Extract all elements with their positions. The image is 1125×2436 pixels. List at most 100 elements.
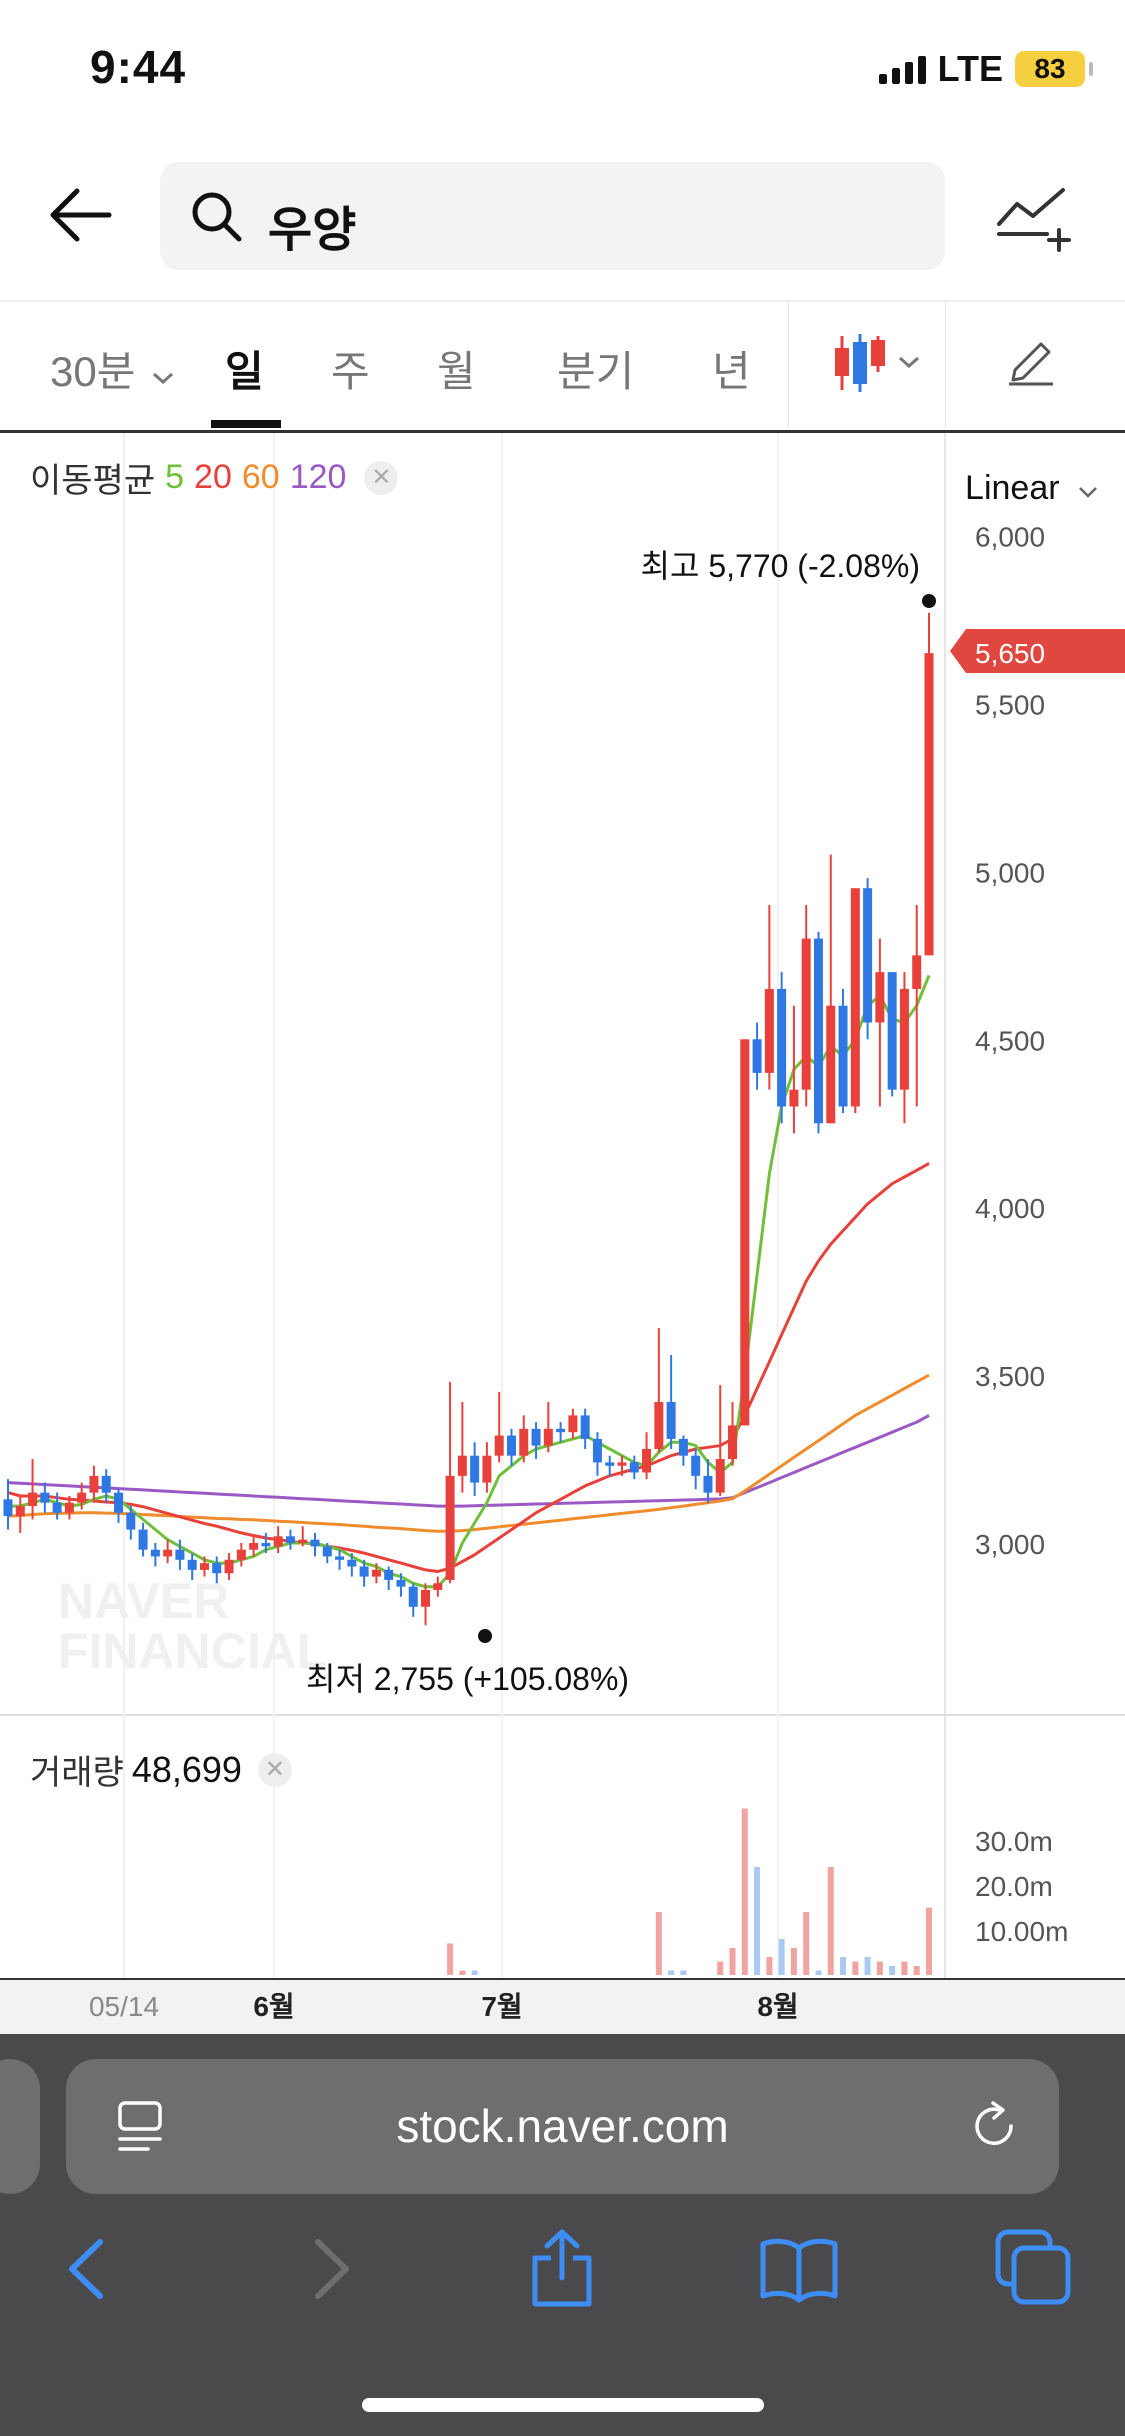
tabs-icon[interactable] [994,2228,1074,2308]
chart-compare-button[interactable] [995,184,1075,254]
ma-close-icon[interactable]: ✕ [364,460,399,495]
candle [813,931,823,1134]
pencil-icon [1009,342,1053,386]
candle [592,1432,602,1476]
candle [77,1482,87,1510]
candle-body [40,1492,50,1503]
draw-button[interactable] [1005,336,1057,398]
x-tick-label: 8월 [757,1991,798,2022]
candle [347,1553,357,1577]
candle [887,972,897,1097]
back-arrow-icon [50,188,112,242]
candle [924,612,934,956]
chart-canvas[interactable]: NAVER FINANCIAL 3,000 3,500 4,000 4,500 5,00… [0,433,1125,1978]
battery-level: 83 [1034,53,1066,84]
candle-body [863,888,873,1023]
candle [556,1422,566,1443]
status-time: 9:44 [90,41,187,93]
candle-body [691,1455,701,1476]
candle-body [703,1475,713,1493]
volume-bar [680,1970,687,1975]
candle-body [838,1005,848,1107]
candle-body [592,1438,602,1463]
back-nav-icon[interactable] [58,2234,118,2304]
candle-body [433,1583,443,1591]
moving-average-legend[interactable]: 이동평균 5 20 60 120 ✕ [30,453,399,502]
x-axis: 05/14 6월 7월 8월 [0,1978,1125,2034]
volume-close-icon[interactable]: ✕ [257,1752,292,1787]
search-query: 우양 [268,204,357,257]
share-icon[interactable] [527,2228,597,2308]
url-text: stock.naver.com [396,2100,729,2152]
search-input[interactable]: 우양 [160,162,945,270]
volume-tick-label: 20.0m [975,1871,1053,1902]
candle [285,1529,295,1550]
volume-value: 48,699 [131,1748,242,1790]
volume-bar [913,1966,920,1975]
reload-icon[interactable] [967,2099,1021,2153]
tab-30min[interactable]: 30분 [50,338,175,399]
volume-bar [926,1907,932,1975]
candle-body [3,1499,13,1517]
ma-label: 이동평균 [30,462,156,500]
candle-body [15,1506,25,1517]
candle-body [150,1549,160,1557]
candle-body [899,988,909,1090]
candle-body [642,1448,652,1473]
candle-body [678,1438,688,1456]
candle [629,1455,639,1480]
candle-body [666,1401,676,1439]
candle-body [801,938,811,1090]
current-price-badge [950,629,1125,673]
volume-bar [766,1957,773,1975]
candle [899,972,909,1124]
bookmarks-icon[interactable] [759,2234,839,2304]
volume-tick-label: 30.0m [975,1826,1053,1857]
candle-body [506,1435,516,1456]
address-bar[interactable]: stock.naver.com [66,2059,1059,2194]
candle [396,1573,406,1597]
y-tick-label: 6,000 [975,522,1045,553]
candle-body [752,1039,762,1073]
candle [384,1566,394,1591]
candle [678,1435,688,1466]
candle [801,904,811,1107]
tab-quarter[interactable]: 분기 [557,348,635,395]
back-button[interactable] [40,180,120,250]
volume-bar [717,1961,724,1975]
tab-month[interactable]: 월 [437,348,476,395]
candle-body [89,1475,99,1493]
candle-body [519,1428,529,1456]
candle-body [384,1569,394,1580]
candle [691,1448,701,1490]
tab-separator [945,302,946,428]
stock-chart[interactable]: NAVER FINANCIAL 3,000 3,500 4,000 4,500 5,00… [0,433,1125,1978]
candle-body [322,1546,332,1557]
tab-day[interactable]: 일 [225,348,264,395]
candle [52,1492,62,1520]
tab-week[interactable]: 주 [331,348,370,395]
candle-body [494,1435,504,1456]
candle [789,1005,799,1134]
previous-tab-preview[interactable] [0,2059,40,2194]
candle-body [224,1559,234,1574]
scale-select[interactable]: Linear [965,469,1099,508]
tab-year[interactable]: 년 [712,348,751,395]
candle [187,1553,197,1580]
network-type: LTE [937,48,1003,89]
ma20-label: 20 [194,458,232,496]
volume-bar [790,1948,797,1975]
candle [777,972,787,1124]
scale-label: Linear [965,469,1060,507]
volume-legend: 거래량 48,699 ✕ [30,1745,292,1794]
reader-mode-icon[interactable] [116,2099,166,2153]
y-tick-label: 3,500 [975,1361,1045,1392]
candle [519,1415,529,1463]
status-indicators: LTE 83 [878,48,1093,90]
chart-type-button[interactable] [830,332,930,404]
forward-nav-icon[interactable] [300,2234,360,2304]
candle [199,1556,209,1577]
candle [728,1401,738,1466]
candle [408,1583,418,1617]
candle [64,1495,74,1520]
